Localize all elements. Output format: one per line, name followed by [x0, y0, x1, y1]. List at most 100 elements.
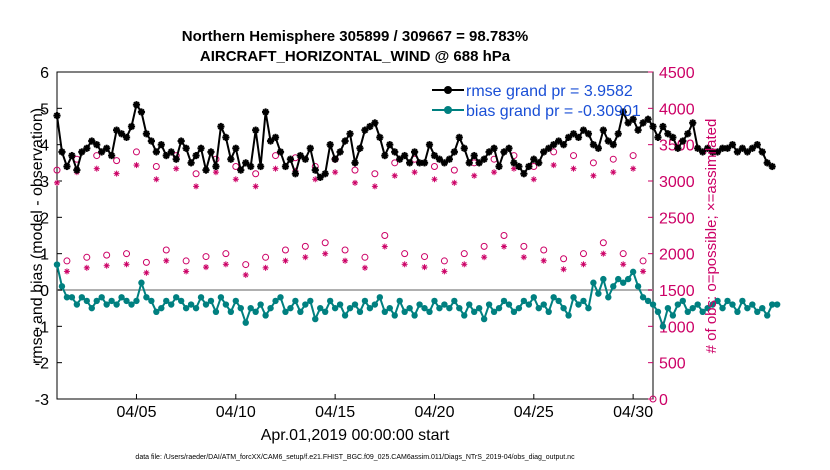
rmse-point — [371, 119, 379, 127]
bias-point — [475, 304, 483, 312]
bias-point — [620, 279, 627, 286]
rmse-point — [535, 159, 543, 167]
rmse-point — [281, 162, 290, 171]
bias-point — [570, 294, 577, 301]
obs-assimilated-point — [183, 268, 190, 275]
obs-possible-point — [401, 250, 409, 258]
rmse-point — [440, 159, 448, 167]
rmse-point — [574, 133, 583, 141]
rmse-point — [108, 151, 116, 160]
rmse-point — [465, 159, 473, 167]
obs-assimilated-point — [421, 264, 428, 271]
obs-possible-point — [232, 162, 240, 170]
rmse-point — [614, 130, 622, 138]
bias-point — [565, 312, 572, 319]
rmse-point — [271, 133, 280, 141]
bias-point — [277, 294, 284, 301]
rmse-point — [525, 162, 533, 171]
rmse-point — [515, 162, 523, 171]
rmse-point — [679, 137, 687, 145]
bias-point — [595, 290, 602, 297]
right-tick-label: 500 — [659, 356, 686, 373]
legend-bias-label: bias grand pr = -0.30901 — [466, 103, 641, 120]
bias-point — [108, 297, 115, 305]
rmse-point — [435, 155, 444, 163]
bias-point — [322, 308, 329, 315]
rmse-point — [510, 159, 518, 167]
x-axis: 04/05 04/10 04/15 04/20 04/25 04/30 — [116, 394, 653, 421]
rmse-point — [73, 166, 81, 174]
obs-assimilated-point — [391, 172, 398, 179]
obs-possible-point — [152, 162, 160, 170]
bias-point — [724, 297, 731, 305]
obs-possible-point — [371, 170, 379, 178]
obs-assimilated-point — [103, 262, 110, 269]
rmse-point — [634, 126, 642, 134]
rmse-point — [78, 148, 86, 156]
bias-point — [282, 308, 289, 315]
rmse-point — [162, 151, 170, 160]
bias-point — [118, 294, 125, 301]
rmse-point — [420, 159, 429, 167]
rmse-point — [142, 130, 150, 138]
bias-point — [634, 283, 642, 290]
right-tick-label: 1000 — [659, 319, 695, 336]
obs-assimilated-point — [570, 165, 577, 172]
rmse-point — [664, 130, 672, 138]
obs-assimilated-point — [93, 165, 100, 172]
obs-possible-point — [202, 253, 210, 261]
footer-note: data file: /Users/raeder/DAI/ATM_forcXX/… — [135, 454, 575, 461]
bias-point — [694, 301, 701, 308]
bias-point — [148, 297, 155, 305]
rmse-point — [644, 115, 652, 123]
rmse-point — [276, 148, 285, 156]
obs-possible-point — [589, 159, 597, 167]
rmse-point — [659, 122, 667, 131]
rmse-point — [713, 148, 722, 156]
bias-point — [699, 308, 706, 315]
bias-point — [177, 297, 185, 305]
obs-possible-point — [639, 257, 647, 265]
right-tick-label: 1500 — [659, 283, 695, 300]
obs-possible-point — [599, 239, 607, 247]
rmse-point — [555, 137, 563, 145]
obs-assimilated-point — [242, 271, 249, 278]
bias-point — [103, 301, 110, 308]
bias-point — [754, 308, 761, 315]
obs-possible-point — [83, 253, 91, 261]
rmse-point — [475, 159, 483, 167]
left-tick-label: -3 — [35, 392, 49, 409]
rmse-point — [336, 148, 344, 156]
bias-point — [297, 308, 304, 315]
bias-point — [734, 308, 741, 315]
obs-assimilated-point — [510, 165, 517, 172]
right-tick-label: 0 — [659, 392, 668, 409]
bias-point — [182, 304, 190, 312]
bias-point — [138, 279, 145, 286]
rmse-point — [669, 133, 677, 141]
rmse-point — [415, 159, 424, 167]
bias-point — [773, 301, 781, 308]
bias-point — [451, 297, 458, 305]
rmse-point — [98, 148, 106, 156]
left-tick-label: -1 — [35, 319, 49, 336]
rmse-point — [103, 144, 111, 152]
obs-assimilated-point — [630, 165, 637, 172]
bias-point — [197, 294, 205, 301]
rmse-point — [704, 144, 712, 152]
obs-assimilated-point — [600, 250, 607, 257]
obs-assimilated-point — [212, 169, 219, 176]
bias-point — [535, 304, 542, 312]
rmse-point — [356, 144, 364, 152]
bias-point — [302, 301, 309, 308]
rmse-point — [500, 148, 508, 156]
rmse-point — [753, 141, 761, 149]
bias-point — [510, 308, 518, 315]
bias-point — [381, 308, 388, 315]
obs-possible-point — [381, 232, 389, 239]
bias-point — [659, 323, 667, 330]
rmse-point — [202, 166, 210, 174]
obs-assimilated-point — [520, 254, 527, 261]
obs-possible-point — [550, 148, 558, 156]
obs-assimilated-point — [441, 268, 448, 275]
